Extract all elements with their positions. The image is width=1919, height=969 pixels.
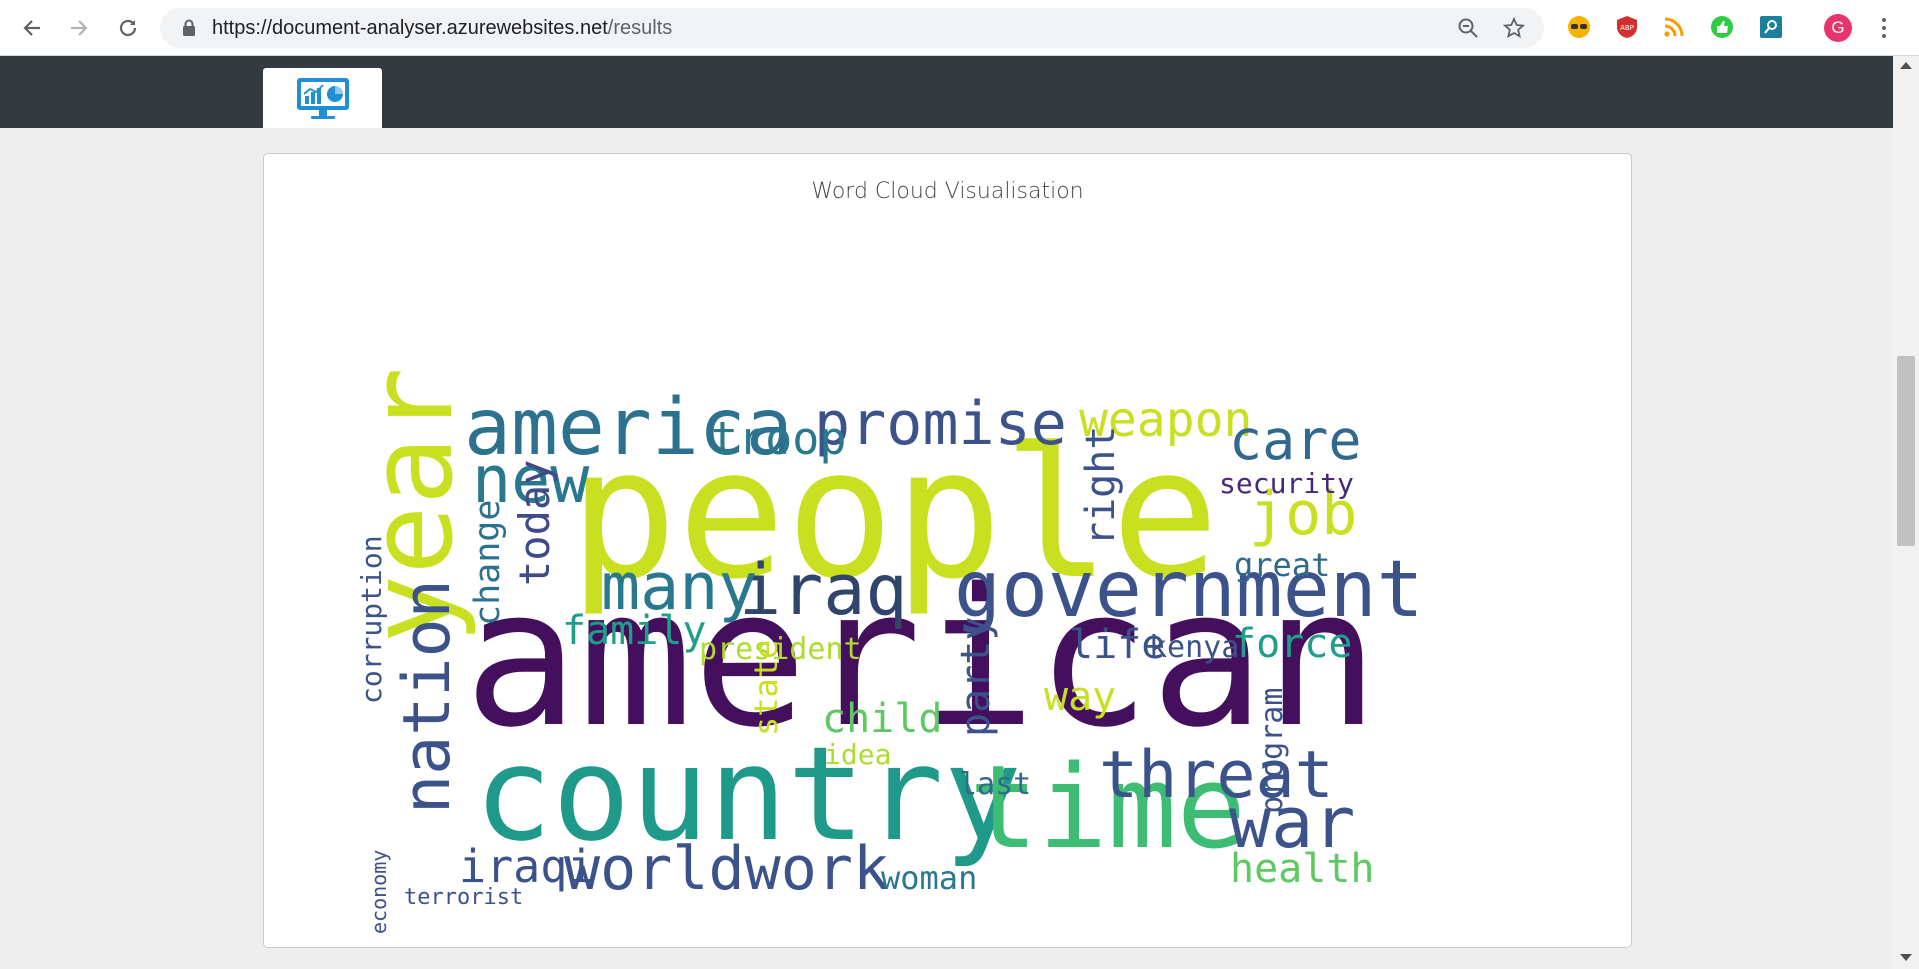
adblock-extension-icon[interactable]: ABP (1614, 14, 1640, 40)
word-weapon: weapon (1079, 392, 1252, 448)
word-nation: nation (390, 579, 465, 814)
word-government: government (954, 545, 1424, 635)
word-kenya: kenya (1149, 630, 1239, 665)
word-troop: troop (711, 412, 846, 465)
word-health: health (1230, 846, 1375, 892)
app-navbar (0, 56, 1893, 128)
sunglasses-extension-icon[interactable] (1566, 14, 1592, 40)
word-force: force (1232, 621, 1352, 667)
card-title: Word Cloud Visualisation (811, 179, 1084, 204)
word-last: last (959, 767, 1031, 802)
word-family: family (562, 608, 707, 654)
word-worldwork: worldwork (564, 834, 889, 904)
word-program: program (1255, 688, 1290, 814)
word-care: care (1229, 408, 1361, 472)
word-economy: economy (367, 850, 391, 934)
analytics-monitor-logo-icon (296, 78, 349, 119)
word-life: life (1069, 622, 1165, 668)
rss-extension-icon[interactable] (1661, 14, 1687, 40)
word-president: president (699, 632, 862, 667)
browser-menu-icon[interactable] (1872, 14, 1896, 42)
word-woman: woman (881, 859, 977, 897)
word-america: america (464, 383, 793, 473)
url-text: https://document-analyser.azurewebsites.… (212, 17, 673, 39)
word-cloud-card: Word Cloud Visualisation american people c… (263, 153, 1632, 948)
word-right: right (1078, 426, 1124, 546)
logo-tab[interactable] (263, 68, 382, 128)
word-iraqi: iraqi (459, 840, 594, 893)
profile-initial: G (1831, 18, 1845, 37)
lock-icon[interactable] (182, 19, 196, 40)
address-bar[interactable]: https://document-analyser.azurewebsites.… (160, 8, 1544, 48)
word-way: way (1044, 674, 1116, 720)
reload-icon[interactable] (112, 12, 144, 44)
word-today: today (510, 460, 559, 586)
page-scrollbar[interactable] (1893, 56, 1919, 969)
scrollbar-thumb[interactable] (1897, 356, 1915, 546)
word-security: security (1219, 467, 1354, 500)
word-change: change (468, 500, 508, 626)
zoom-icon[interactable] (1456, 16, 1480, 40)
word-new: new (472, 443, 590, 518)
back-icon[interactable] (16, 12, 48, 44)
word-many: many (601, 550, 758, 625)
word-american: american (464, 548, 1379, 769)
word-idea: idea (824, 738, 891, 771)
search-extension-icon[interactable] (1758, 14, 1784, 40)
word-country: country (474, 718, 1022, 870)
word-year: year (345, 367, 479, 644)
word-child: child (822, 696, 942, 742)
word-war: war (1229, 782, 1355, 864)
word-threat: threat (1099, 738, 1334, 813)
scroll-down-arrow-icon[interactable] (1900, 954, 1912, 961)
scroll-up-arrow-icon[interactable] (1900, 62, 1912, 69)
word-people: people (569, 410, 1219, 619)
word-party: party (953, 617, 999, 737)
word-promise: promise (814, 389, 1067, 459)
browser-toolbar: https://document-analyser.azurewebsites.… (0, 0, 1919, 56)
word-corruption: corruption (355, 535, 388, 704)
word-iraq: iraq (739, 549, 908, 631)
svg-text:ABP: ABP (1620, 24, 1634, 32)
word-time: time (969, 741, 1246, 875)
word-great: great (1234, 546, 1330, 584)
thumbs-up-extension-icon[interactable] (1709, 14, 1735, 40)
profile-avatar[interactable]: G (1824, 14, 1852, 42)
forward-icon[interactable] (63, 12, 95, 44)
word-state: state (747, 640, 785, 736)
word-job: job (1249, 479, 1357, 549)
word-terrorist: terrorist (404, 885, 523, 910)
star-icon[interactable] (1502, 16, 1526, 40)
